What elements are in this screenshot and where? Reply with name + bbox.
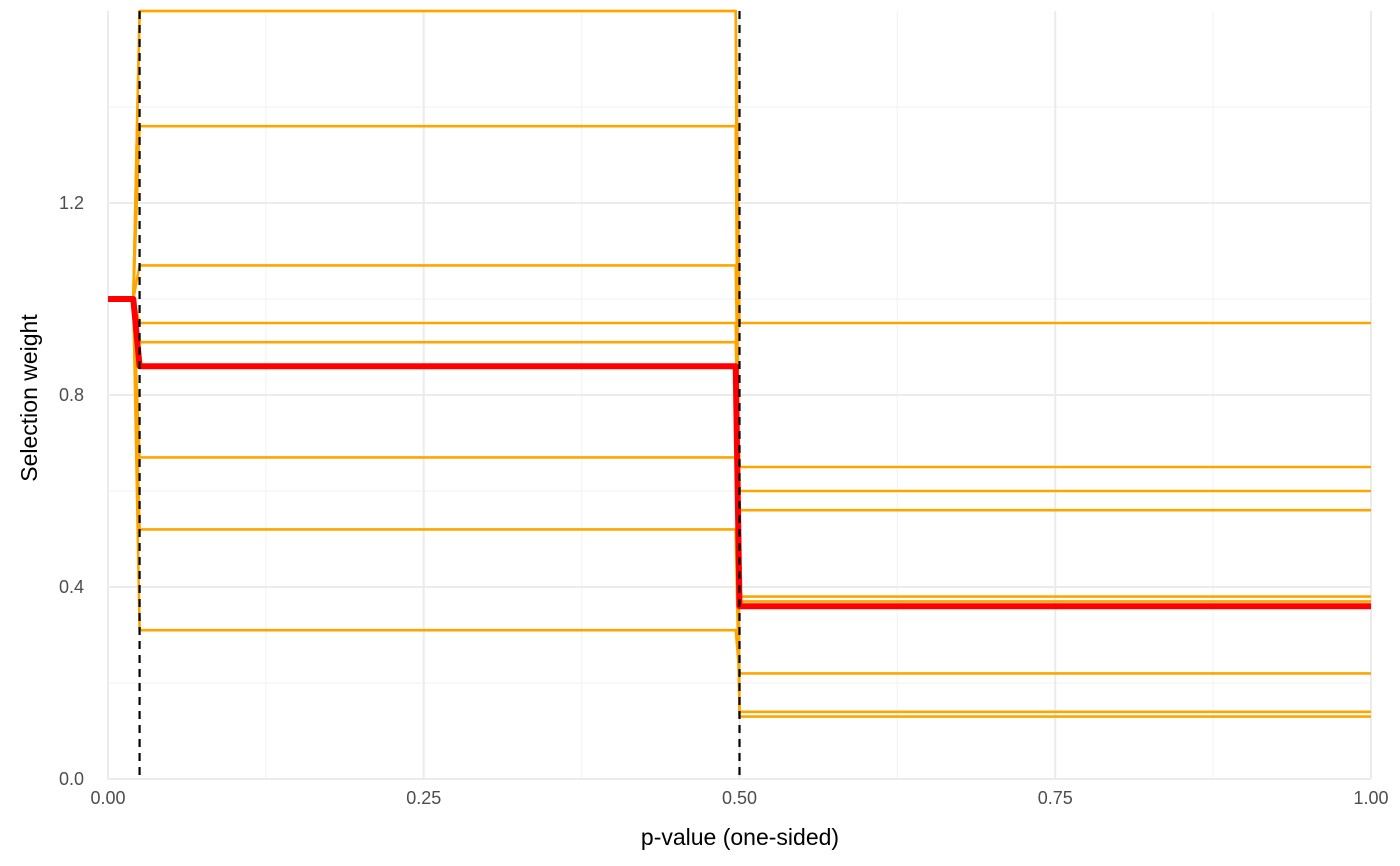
x-tick-label-1: 0.25 bbox=[406, 788, 441, 808]
x-tick-label-2: 0.50 bbox=[722, 788, 757, 808]
cutpoint-lines bbox=[138, 11, 741, 779]
y-tick-label-1: 0.4 bbox=[59, 577, 84, 597]
y-tick-label-2: 0.8 bbox=[59, 385, 84, 405]
y-axis-ticks: 0.0 0.4 0.8 1.2 bbox=[59, 193, 84, 789]
x-axis-title: p-value (one-sided) bbox=[641, 824, 839, 850]
y-tick-label-3: 1.2 bbox=[59, 193, 84, 213]
estimate-line bbox=[108, 296, 1371, 610]
x-tick-label-0: 0.00 bbox=[90, 788, 125, 808]
x-tick-label-4: 1.00 bbox=[1353, 788, 1388, 808]
y-tick-label-0: 0.0 bbox=[59, 769, 84, 789]
x-axis-ticks: 0.00 0.25 0.50 0.75 1.00 bbox=[90, 788, 1388, 808]
x-tick-label-3: 0.75 bbox=[1038, 788, 1073, 808]
y-axis-title: Selection weight bbox=[16, 314, 42, 482]
estimate-line-group bbox=[108, 296, 1371, 610]
